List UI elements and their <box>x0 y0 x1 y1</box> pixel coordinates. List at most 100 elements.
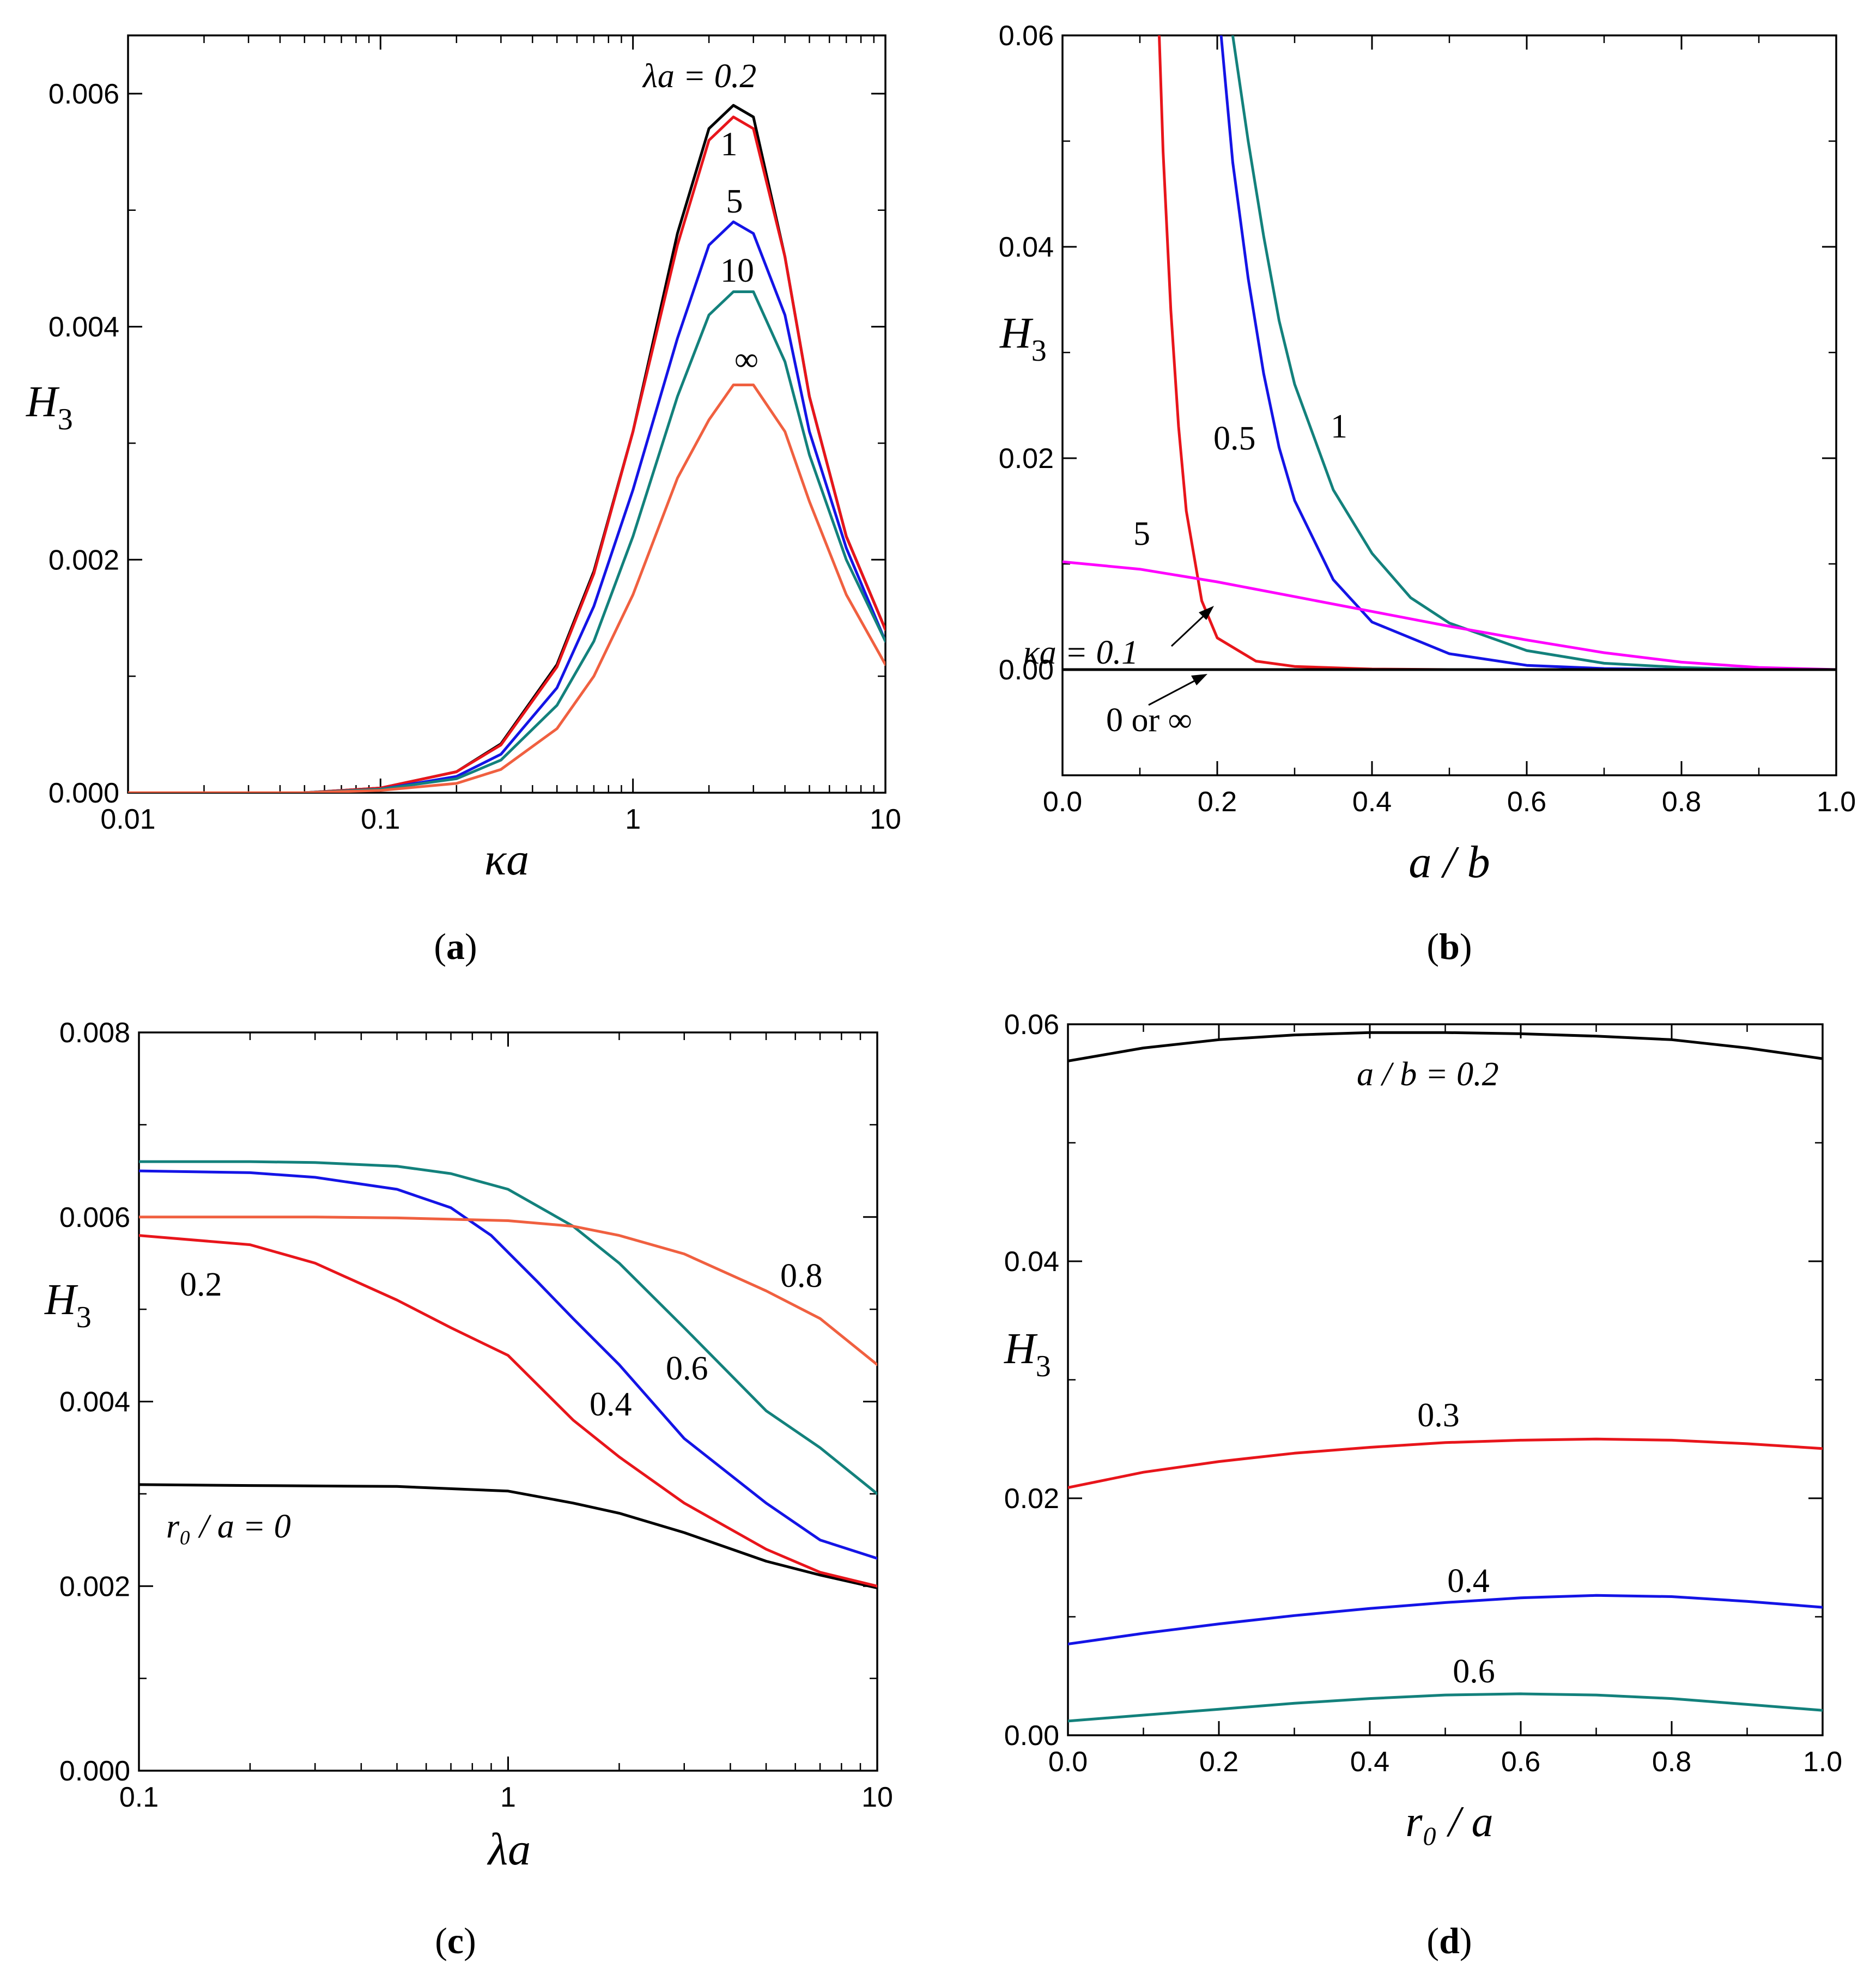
axis-ticks-d: 0.0 0.2 0.4 0.6 0.8 1.0 0.00 0.02 0.04 0.06 <box>1004 1009 1842 1778</box>
label-kappa-1: 1 <box>1331 408 1347 445</box>
label-r0a-0.2: 0.2 <box>180 1266 222 1303</box>
curves-c <box>139 1160 877 1590</box>
x-axis-label-b: a / b <box>1408 837 1490 888</box>
x-tick-label: 0.0 <box>1043 786 1082 818</box>
label-r0a-0.6: 0.6 <box>666 1350 708 1387</box>
x-axis-label-a: κa <box>484 834 529 885</box>
series-line-b-3 <box>1063 560 1836 671</box>
y-tick-label: 0.004 <box>59 1387 130 1418</box>
x-tick-label: 0.0 <box>1048 1746 1088 1778</box>
series-line-b-2 <box>1231 35 1836 671</box>
caption-a: (a) <box>434 926 477 967</box>
label-r0a-0.4: 0.4 <box>590 1386 632 1423</box>
x-tick-label: 0.01 <box>100 804 155 835</box>
series-line-a-3 <box>128 290 885 793</box>
plot-frame-a <box>127 34 887 794</box>
series-line-b-1 <box>1219 35 1836 671</box>
y-tick-label: 0.00 <box>999 654 1054 686</box>
x-tick-label: 0.4 <box>1352 786 1392 818</box>
series-line-a-4 <box>128 384 885 793</box>
y-tick-label: 0.008 <box>59 1017 130 1049</box>
x-tick-label: 0.8 <box>1652 1746 1691 1778</box>
x-axis-label-d: r₀ / a <box>1405 1798 1493 1846</box>
axis-ticks-c: 0.1 1 10 0.000 0.002 0.004 0.006 0.008 <box>59 1017 893 1813</box>
arrow-kappa-0-or-infinity <box>1148 674 1207 706</box>
series-line-c-4 <box>139 1216 877 1366</box>
y-tick-label: 0.02 <box>999 443 1054 475</box>
x-tick-label: 0.2 <box>1199 1746 1238 1778</box>
caption-c: (c) <box>435 1920 476 1961</box>
panel-a: 0.01 0.1 1 10 0.000 0.002 0.004 0.006 H3 κa (a)… <box>26 34 901 967</box>
series-line-c-0 <box>139 1483 877 1590</box>
label-lambda-10: 10 <box>720 252 754 289</box>
label-kappa-0.1: κa = 0.1 <box>1023 634 1138 671</box>
y-tick-label: 0.004 <box>48 312 119 343</box>
series-line-a-2 <box>128 220 885 793</box>
arrow-kappa-0.1 <box>1170 606 1214 647</box>
x-tick-label: 1 <box>625 804 641 835</box>
x-tick-label: 0.6 <box>1501 1746 1540 1778</box>
caption-d: (d) <box>1426 1920 1472 1961</box>
series-line-d-2 <box>1068 1594 1823 1645</box>
curves-a <box>128 104 885 793</box>
label-ab-0.4: 0.4 <box>1447 1563 1490 1600</box>
series-line-d-0 <box>1068 1031 1823 1062</box>
y-tick-label: 0.06 <box>1004 1009 1059 1041</box>
curves-d <box>1068 1031 1823 1723</box>
x-axis-label-c: λa <box>487 1824 531 1875</box>
series-line-d-1 <box>1068 1437 1823 1489</box>
x-tick-label: 10 <box>861 1782 893 1813</box>
series-line-d-3 <box>1068 1692 1823 1723</box>
series-line-c-3 <box>139 1160 877 1496</box>
y-tick-label: 0.002 <box>59 1571 130 1602</box>
y-tick-label: 0.06 <box>999 20 1054 52</box>
label-ab-0.6: 0.6 <box>1453 1653 1495 1690</box>
x-tick-label: 0.4 <box>1350 1746 1389 1778</box>
y-tick-label: 0.04 <box>1004 1246 1059 1278</box>
panel-d: 0.0 0.2 0.4 0.6 0.8 1.0 0.00 0.02 0.04 0.06 H3 r₀… <box>1004 1009 1842 1961</box>
x-tick-label: 0.8 <box>1662 786 1701 818</box>
y-tick-label: 0.006 <box>48 78 119 110</box>
label-r0a-0.8: 0.8 <box>780 1257 823 1295</box>
caption-b: (b) <box>1426 926 1472 967</box>
y-tick-label: 0.000 <box>59 1755 130 1787</box>
axis-ticks-b: 0.0 0.2 0.4 0.6 0.8 1.0 0.00 0.02 0.04 0.06 <box>999 20 1856 818</box>
series-line-c-2 <box>139 1169 877 1560</box>
y-axis-label-a: H3 <box>26 378 73 436</box>
x-tick-label: 1 <box>500 1782 516 1813</box>
y-tick-label: 0.02 <box>1004 1483 1059 1515</box>
series-line-c-1 <box>139 1234 877 1588</box>
label-r0a-0: r₀ / a = 0 <box>166 1508 291 1545</box>
label-kappa-0.5: 0.5 <box>1213 420 1256 457</box>
x-tick-label: 1.0 <box>1817 786 1856 818</box>
y-tick-label: 0.04 <box>999 232 1054 263</box>
label-ab-0.2: a / b = 0.2 <box>1357 1056 1499 1093</box>
x-tick-label: 0.1 <box>119 1782 159 1813</box>
axis-ticks-a: 0.01 0.1 1 10 0.000 0.002 0.004 0.006 <box>48 35 901 835</box>
y-tick-label: 0.000 <box>48 777 119 809</box>
y-tick-label: 0.00 <box>1004 1720 1059 1752</box>
x-tick-label: 1.0 <box>1803 1746 1842 1778</box>
label-kappa-0-or-infinity: 0 or ∞ <box>1106 702 1192 739</box>
label-ab-0.3: 0.3 <box>1417 1397 1460 1434</box>
y-tick-label: 0.002 <box>48 544 119 576</box>
label-lambda-1: 1 <box>721 126 738 163</box>
label-lambda-5: 5 <box>726 183 743 220</box>
x-tick-label: 0.2 <box>1198 786 1237 818</box>
label-kappa-5: 5 <box>1133 515 1150 552</box>
panel-b: 0.0 0.2 0.4 0.6 0.8 1.0 0.00 0.02 0.04 0.06 H3 a … <box>999 20 1856 967</box>
label-lambda-a-0.2: λa = 0.2 <box>642 58 756 95</box>
y-axis-label-b: H3 <box>999 309 1047 368</box>
series-line-a-1 <box>128 116 885 793</box>
label-lambda-infinity: ∞ <box>734 341 758 378</box>
y-axis-label-d: H3 <box>1004 1325 1051 1383</box>
x-tick-label: 0.6 <box>1507 786 1546 818</box>
x-tick-label: 10 <box>870 804 901 835</box>
y-tick-label: 0.006 <box>59 1202 130 1233</box>
panel-c: 0.1 1 10 0.000 0.002 0.004 0.006 0.008 H3 λa (c… <box>44 1017 893 1961</box>
y-axis-label-c: H3 <box>44 1276 92 1334</box>
x-tick-label: 0.1 <box>361 804 400 835</box>
curves-b <box>1063 35 1836 671</box>
plot-frame-c <box>138 1031 878 1772</box>
